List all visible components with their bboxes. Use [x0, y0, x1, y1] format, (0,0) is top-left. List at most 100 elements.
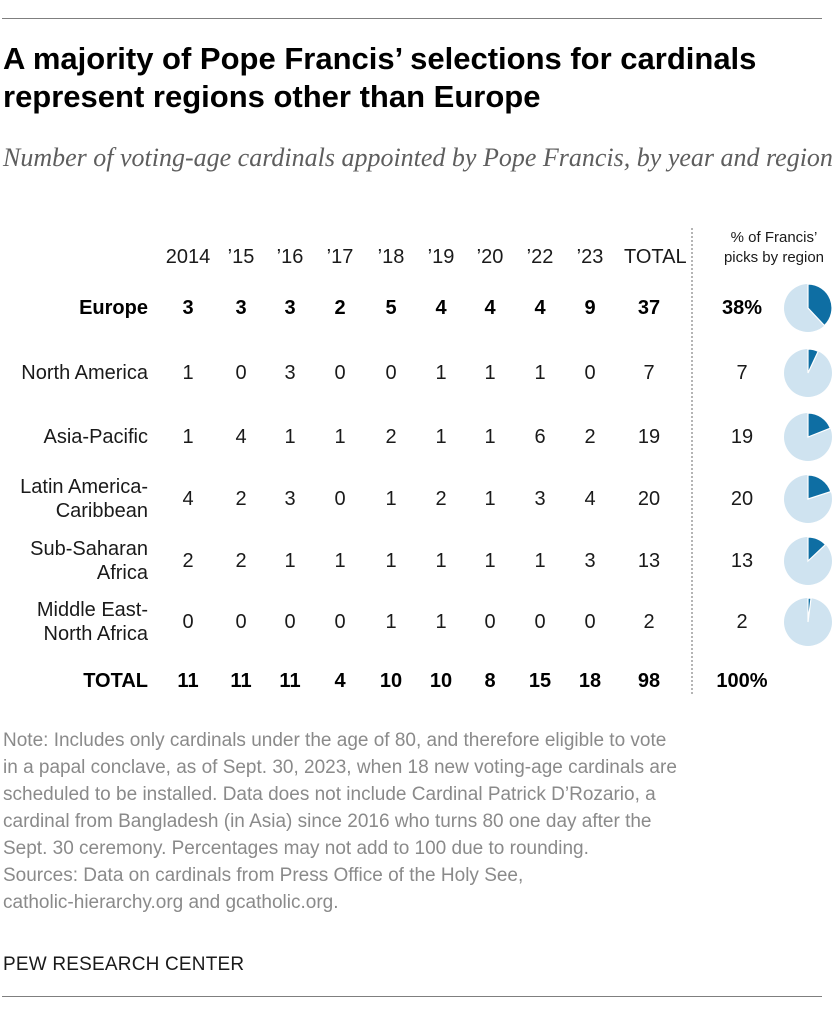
table-cell: 20 [637, 488, 661, 510]
table-cell: 4 [484, 297, 496, 319]
note-line: Sept. 30 ceremony. Percentages may not a… [3, 838, 589, 859]
note-line: scheduled to be installed. Data does not… [3, 784, 656, 805]
row-label: Europe [79, 296, 148, 320]
pie-slice [807, 413, 832, 438]
table-cell: 0 [484, 611, 496, 633]
total-cell: 15 [528, 670, 552, 692]
column-header: ’16 [276, 246, 304, 268]
table-cell: 2 [584, 426, 596, 448]
pct-column-header: % of Francis’ picks by region [708, 228, 840, 268]
row-label: Sub-Saharan Africa [30, 537, 148, 585]
total-label: TOTAL [83, 670, 148, 692]
table-cell: 7 [643, 362, 655, 384]
table-cell: 0 [235, 362, 247, 384]
pct-value: 38% [721, 297, 763, 319]
total-cell: 11 [177, 670, 199, 692]
table-cell: 13 [637, 550, 661, 572]
table-cell: 3 [534, 488, 546, 510]
row-label: Middle East- North Africa [37, 598, 148, 646]
table-cell: 1 [484, 488, 496, 510]
table-cell: 1 [284, 426, 296, 448]
pct-value: 2 [736, 611, 748, 633]
table-cell: 1 [284, 550, 296, 572]
row-label-line: Europe [79, 297, 148, 319]
region-share-pie [784, 598, 832, 646]
region-share-pie [784, 284, 832, 332]
table-cell: 0 [235, 611, 247, 633]
table-cell: 6 [534, 426, 546, 448]
table-cell: 9 [584, 297, 596, 319]
column-header: TOTAL [624, 246, 687, 268]
total-cell: 98 [637, 670, 661, 692]
table-cell: 1 [534, 362, 546, 384]
table-cell: 1 [435, 611, 447, 633]
table-cell: 37 [637, 297, 661, 319]
table-cell: 1 [484, 426, 496, 448]
table-cell: 3 [284, 488, 296, 510]
table-cell: 1 [534, 550, 546, 572]
row-label-line: North America [21, 362, 148, 384]
table-cell: 1 [334, 426, 346, 448]
table-cell: 2 [435, 488, 447, 510]
note-line: cardinal from Bangladesh (in Asia) since… [3, 811, 652, 832]
table-cell: 0 [584, 362, 596, 384]
table-cell: 2 [182, 550, 194, 572]
table-cell: 3 [284, 362, 296, 384]
pct-header-line-1: % of Francis’ [730, 229, 818, 246]
column-header: ’15 [227, 246, 255, 268]
row-label-line: Latin America- [20, 476, 148, 498]
table-cell: 0 [284, 611, 296, 633]
table-cell: 0 [334, 611, 346, 633]
table-cell: 1 [385, 611, 397, 633]
column-header: ’23 [576, 246, 604, 268]
total-cell: 8 [484, 670, 496, 692]
chart-subtitle: Number of voting-age cardinals appointed… [3, 143, 833, 172]
org-name: PEW RESEARCH CENTER [3, 954, 245, 975]
table-cell: 3 [284, 297, 296, 319]
region-share-pie [784, 475, 832, 523]
row-label: Asia-Pacific [44, 425, 148, 449]
table-cell: 1 [385, 550, 397, 572]
table-cell: 0 [182, 611, 194, 633]
table-cell: 2 [235, 488, 247, 510]
table-cell: 3 [182, 297, 194, 319]
bottom-rule [2, 996, 822, 997]
pct-value: 19 [730, 426, 754, 448]
table-cell: 0 [334, 488, 346, 510]
pct-value: 7 [736, 362, 748, 384]
total-cell: 10 [429, 670, 453, 692]
table-cell: 1 [435, 550, 447, 572]
pct-value: 13 [730, 550, 754, 572]
source-line: Sources: Data on cardinals from Press Of… [3, 865, 524, 886]
row-label: North America [21, 361, 148, 385]
table-cell: 0 [334, 362, 346, 384]
dotted-column-divider [691, 228, 694, 694]
row-label-line: Africa [96, 562, 148, 584]
column-header: ’22 [526, 246, 554, 268]
note-line: Note: Includes only cardinals under the … [3, 730, 667, 751]
total-cell: 18 [578, 670, 602, 692]
row-label-line: Caribbean [55, 500, 148, 522]
total-cell: 4 [334, 670, 346, 692]
total-cell: 11 [230, 670, 252, 692]
table-cell: 0 [385, 362, 397, 384]
region-share-pie [784, 413, 832, 461]
table-cell: 3 [584, 550, 596, 572]
table-cell: 2 [334, 297, 346, 319]
table-cell: 4 [235, 426, 247, 448]
column-header: ’18 [377, 246, 405, 268]
table-cell: 0 [534, 611, 546, 633]
region-share-pie [784, 349, 832, 397]
total-cell: 10 [379, 670, 403, 692]
table-cell: 3 [235, 297, 247, 319]
table-cell: 1 [484, 550, 496, 572]
row-label-line: Asia-Pacific [43, 426, 148, 448]
table-cell: 1 [182, 426, 194, 448]
total-pct: 100% [716, 670, 768, 692]
table-cell: 1 [435, 362, 447, 384]
notes: Note: Includes only cardinals under the … [3, 727, 833, 916]
pct-value: 20 [730, 488, 754, 510]
top-rule [2, 18, 822, 19]
table-cell: 2 [235, 550, 247, 572]
table-cell: 1 [385, 488, 397, 510]
